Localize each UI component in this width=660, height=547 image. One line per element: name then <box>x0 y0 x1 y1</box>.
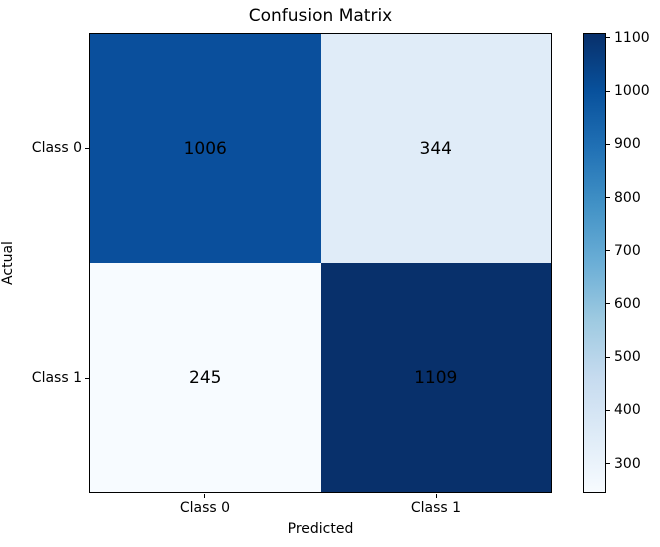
y-axis-label: Actual <box>0 241 16 285</box>
colorbar-tick-mark <box>606 303 610 305</box>
colorbar-tick-label: 300 <box>614 455 641 472</box>
colorbar-tick-label: 400 <box>614 402 641 419</box>
y-tick-mark <box>85 378 89 379</box>
heatmap-axes: 1006 344 245 1109 <box>89 33 552 493</box>
colorbar-tick-label: 1100 <box>614 29 650 46</box>
colorbar-tick-label: 1000 <box>614 83 650 100</box>
colorbar-area: 300 400 500 600 700 800 900 1000 1100 <box>583 30 650 493</box>
heatmap-cell-true1-pred0: 245 <box>90 263 321 492</box>
colorbar-tick-mark <box>606 197 610 198</box>
x-tick-mark <box>204 494 205 498</box>
colorbar-tick-mark <box>606 37 610 39</box>
heatmap-cell-true0-pred1: 344 <box>320 34 551 263</box>
colorbar-tick-mark <box>606 250 610 252</box>
x-tick-label-class0: Class 0 <box>179 500 231 516</box>
cell-value: 1109 <box>414 367 458 388</box>
x-tick-mark <box>436 494 437 498</box>
x-axis-label: Predicted <box>287 521 354 537</box>
y-tick-label-class0: Class 0 <box>31 140 82 156</box>
cell-value: 245 <box>189 367 222 388</box>
heatmap-cell-true1-pred1: 1109 <box>320 263 551 492</box>
colorbar-tick-mark <box>606 356 610 358</box>
y-tick-label-class1: Class 1 <box>31 370 82 386</box>
colorbar-tick-mark <box>606 463 610 465</box>
cell-value: 1006 <box>183 138 227 159</box>
chart-title: Confusion Matrix <box>248 6 393 26</box>
colorbar-gradient <box>583 33 606 493</box>
y-tick-mark <box>85 148 89 149</box>
colorbar-tick-mark <box>606 90 610 92</box>
x-tick-label-class1: Class 1 <box>410 500 462 516</box>
colorbar-tick-label: 700 <box>614 242 641 259</box>
colorbar-tick-label: 900 <box>614 136 641 153</box>
colorbar-tick-label: 800 <box>614 189 641 206</box>
colorbar-tick-mark <box>606 409 610 411</box>
colorbar-tick-label: 600 <box>614 295 641 312</box>
heatmap-cell-true0-pred0: 1006 <box>90 34 321 263</box>
colorbar-tick-mark <box>606 143 610 145</box>
cell-value: 344 <box>419 138 452 159</box>
colorbar-tick-label: 500 <box>614 349 641 366</box>
